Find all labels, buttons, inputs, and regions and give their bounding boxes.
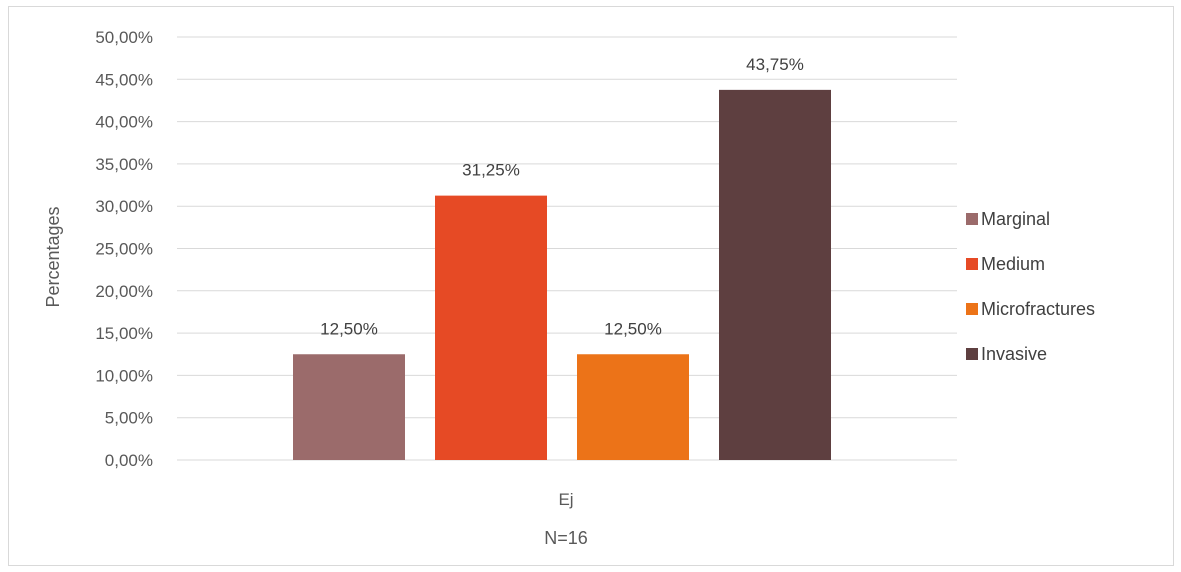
- y-tick-label: 25,00%: [95, 240, 153, 259]
- y-tick-label: 30,00%: [95, 197, 153, 216]
- y-tick-label: 45,00%: [95, 70, 153, 89]
- legend-label-invasive: Invasive: [981, 344, 1047, 364]
- y-tick-label: 5,00%: [105, 409, 153, 428]
- legend-label-microfractures: Microfractures: [981, 299, 1095, 319]
- bar-marginal: [293, 354, 405, 460]
- y-tick-label: 35,00%: [95, 155, 153, 174]
- y-tick-label: 15,00%: [95, 324, 153, 343]
- bar-microfractures: [577, 354, 689, 460]
- data-labels: 12,50% 31,25% 12,50% 43,75%: [320, 55, 804, 338]
- legend-label-marginal: Marginal: [981, 209, 1050, 229]
- x-axis-title: N=16: [544, 528, 588, 548]
- bar-invasive: [719, 89, 831, 460]
- legend-swatch-invasive: [966, 348, 978, 360]
- bar-medium: [435, 195, 547, 460]
- legend-label-medium: Medium: [981, 254, 1045, 274]
- y-axis-title: Percentages: [43, 206, 63, 307]
- bars: [293, 89, 831, 460]
- data-label-invasive: 43,75%: [746, 55, 804, 74]
- y-tick-label: 40,00%: [95, 113, 153, 132]
- bar-chart: 0,00% 5,00% 10,00% 15,00% 20,00% 25,00% 30,00%…: [43, 28, 1095, 548]
- x-category-label: Ej: [558, 490, 573, 509]
- data-label-microfractures: 12,50%: [604, 319, 662, 338]
- data-label-marginal: 12,50%: [320, 319, 378, 338]
- y-tick-label: 0,00%: [105, 451, 153, 470]
- y-tick-label: 50,00%: [95, 28, 153, 47]
- data-label-medium: 31,25%: [462, 161, 520, 180]
- y-tick-label: 20,00%: [95, 282, 153, 301]
- chart-frame: 0,00% 5,00% 10,00% 15,00% 20,00% 25,00% 30,00%…: [8, 6, 1174, 566]
- legend-swatch-marginal: [966, 213, 978, 225]
- legend-swatch-medium: [966, 258, 978, 270]
- legend-swatch-microfractures: [966, 303, 978, 315]
- y-tick-label: 10,00%: [95, 366, 153, 385]
- legend: Marginal Medium Microfractures Invasive: [966, 209, 1095, 364]
- y-axis-tick-labels: 0,00% 5,00% 10,00% 15,00% 20,00% 25,00% 30,00%…: [95, 28, 153, 470]
